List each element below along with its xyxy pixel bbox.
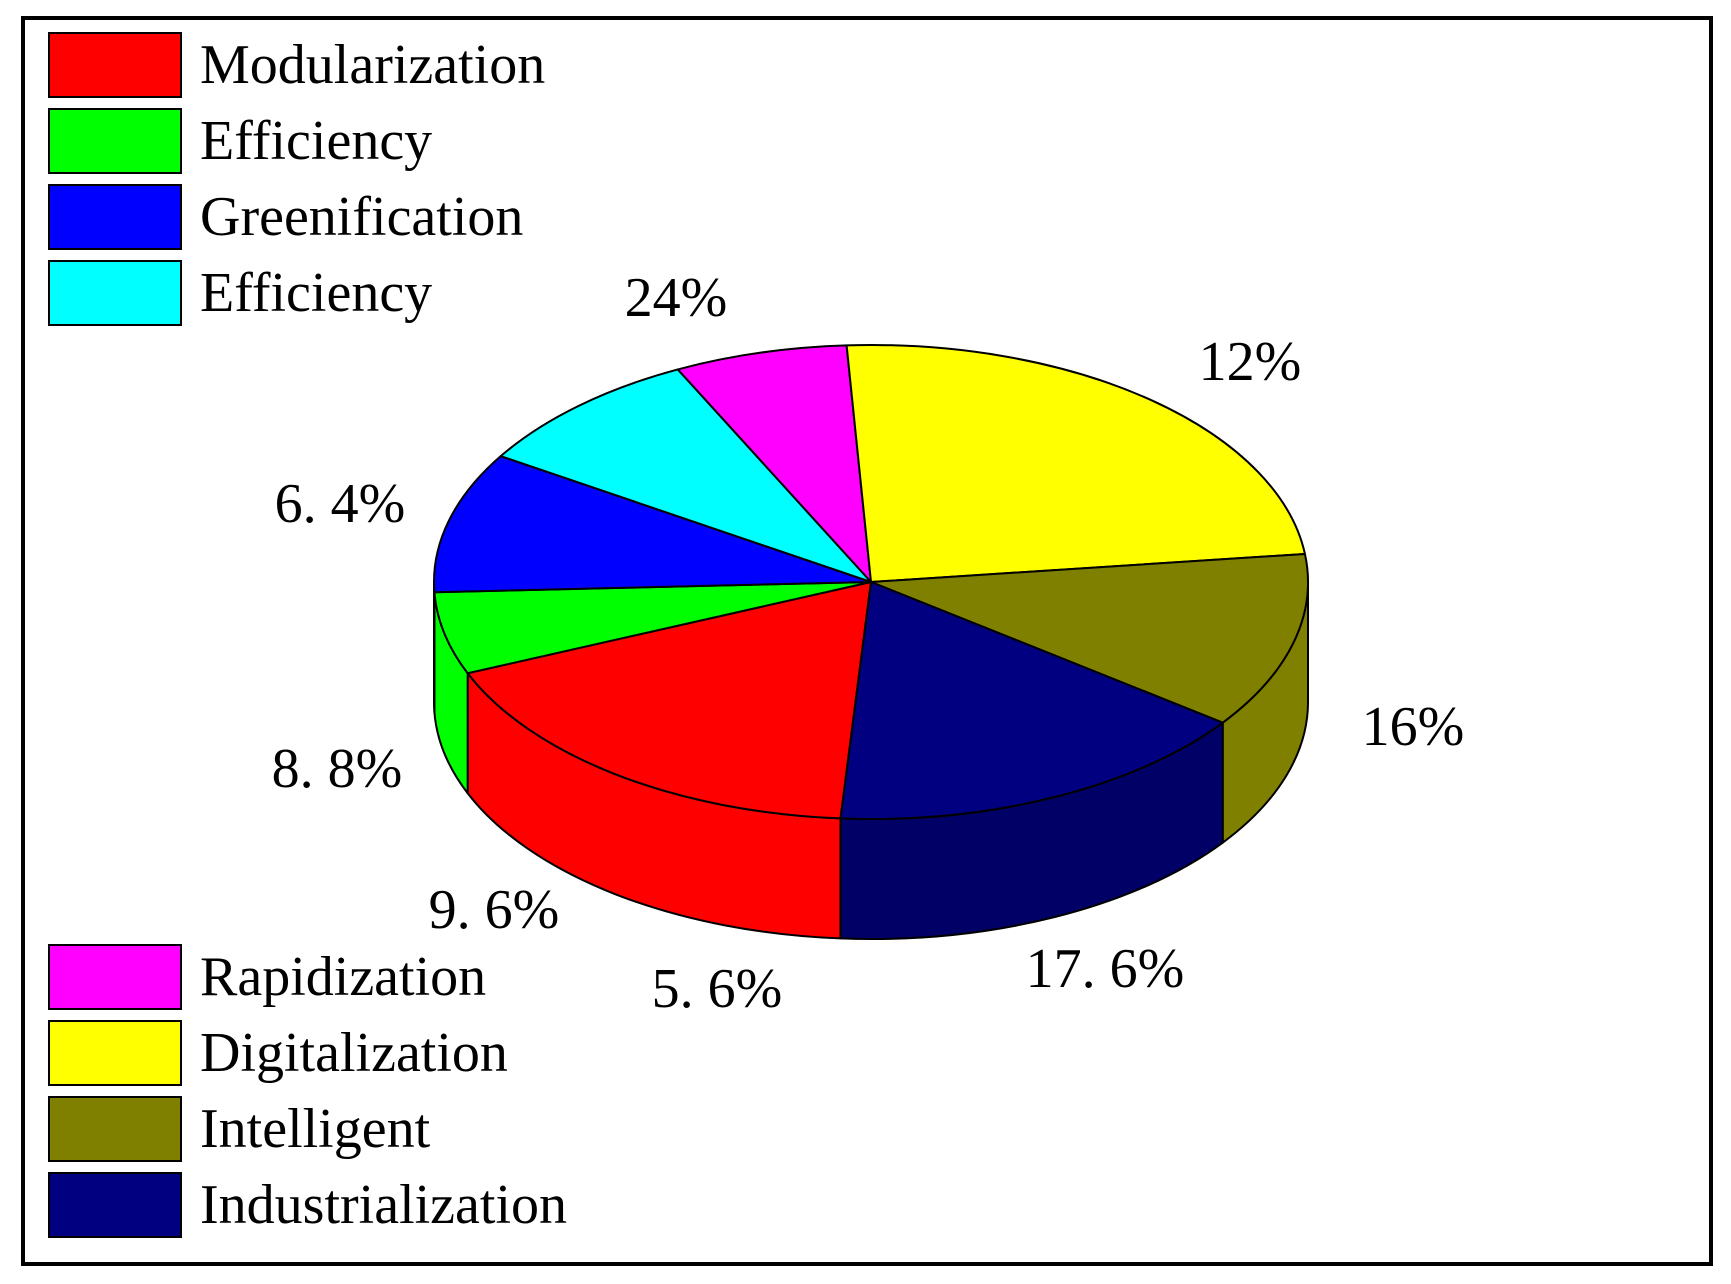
legend-swatch-intelligent (48, 1096, 182, 1162)
pie-slice-efficiency-3 (499, 368, 872, 583)
pie-slice-intelligent-6 (870, 552, 1310, 724)
pie-slice-greenification-2 (433, 455, 872, 594)
legend-label-rapidization: Rapidization (200, 946, 487, 1008)
legend-label-intelligent: Intelligent (200, 1098, 431, 1160)
legend-label-modularization: Modularization (200, 34, 546, 96)
legend-label-industrialization: Industrialization (200, 1174, 568, 1236)
legend-swatch-industrialization (48, 1172, 182, 1238)
legend-label-greenification: Greenification (200, 186, 524, 248)
legend-swatch-efficiency-green (48, 108, 182, 174)
legend-swatch-digitalization (48, 1020, 182, 1086)
pie-slice-digitalization-5 (845, 344, 1306, 583)
legend-swatch-efficiency-cyan (48, 260, 182, 326)
pie-slice-modularization-0 (466, 581, 872, 820)
pie-label-efficiency-1: 5. 6% (652, 958, 783, 1020)
pie-label-industrialization-7: 16% (1362, 696, 1465, 758)
legend-swatch-modularization (48, 32, 182, 98)
legend-label-efficiency-cyan: Efficiency (200, 262, 433, 324)
pie-slice-rapidization-4 (676, 344, 872, 583)
pie-label-intelligent-6: 12% (1199, 331, 1302, 393)
pie-label-digitalization-5: 24% (625, 267, 728, 329)
pie-slice-industrialization-7 (839, 581, 1224, 820)
legend-swatch-rapidization (48, 944, 182, 1010)
pie-label-greenification-2: 9. 6% (429, 879, 560, 941)
pie-slice-efficiency-1 (433, 581, 872, 675)
legend-swatch-greenification (48, 184, 182, 250)
legend-label-efficiency-green: Efficiency (200, 110, 433, 172)
pie-label-modularization-0: 17. 6% (1026, 938, 1185, 1000)
pie-label-rapidization-4: 6. 4% (275, 473, 406, 535)
legend-label-digitalization: Digitalization (200, 1022, 508, 1084)
pie-label-efficiency-3: 8. 8% (272, 738, 403, 800)
